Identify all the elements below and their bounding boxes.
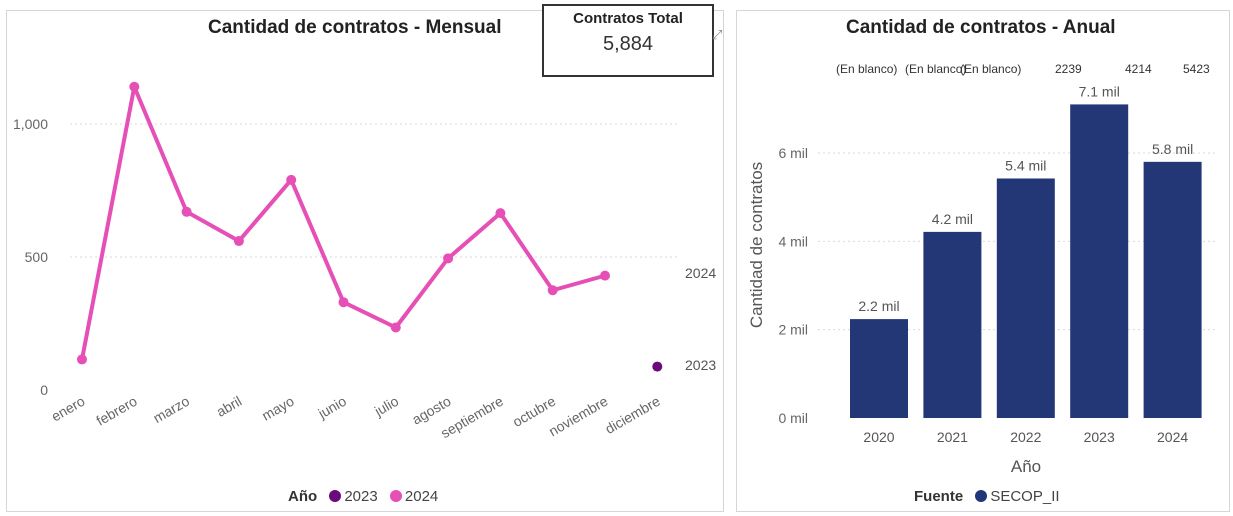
data-point-2024	[547, 285, 558, 296]
data-point-2024	[600, 270, 610, 281]
blank-label-6: 5423	[1183, 62, 1210, 76]
legend-title-year: Año	[288, 488, 318, 505]
x-tick-label: enero	[48, 393, 87, 425]
bar-2023	[1070, 104, 1129, 419]
data-point-2023	[652, 361, 663, 372]
legend-title-source: Fuente	[914, 488, 964, 505]
data-label: 5.4 mil	[1005, 157, 1046, 173]
x-tick-label: noviembre	[546, 393, 611, 440]
x-tick-label: abril	[213, 393, 244, 420]
data-point-2024	[338, 297, 349, 308]
data-point-2024	[286, 174, 297, 185]
legend-item-2023[interactable]: 2023	[344, 488, 378, 505]
y-tick-label: 0	[40, 382, 48, 398]
kpi-label: Contratos Total	[573, 10, 683, 27]
x-tick-label: mayo	[259, 393, 297, 424]
y-tick-label: 2 mil	[778, 322, 808, 338]
monthly-chart-panel	[6, 10, 724, 512]
kpi-value: 5,884	[602, 33, 654, 55]
blank-label-2: (En blanco)	[905, 62, 967, 76]
x-tick-label: 2020	[863, 429, 894, 445]
x-tick-label: junio	[315, 393, 350, 422]
y-tick-label: 6 mil	[778, 145, 808, 161]
x-tick-label: julio	[371, 393, 402, 420]
data-label: 5.8 mil	[1152, 141, 1193, 157]
x-axis-title: Año	[1011, 457, 1041, 476]
annual-chart-title: Cantidad de contratos - Anual	[846, 17, 1116, 38]
data-label: 7.1 mil	[1079, 83, 1120, 99]
x-tick-label: febrero	[93, 393, 140, 429]
x-tick-label: marzo	[150, 393, 192, 426]
bar-2024	[1143, 161, 1202, 419]
y-tick-label: 4 mil	[778, 233, 808, 249]
bar-2022	[996, 178, 1055, 418]
series-end-label-2024: 2024	[685, 265, 717, 281]
monthly-chart-title: Cantidad de contratos - Mensual	[208, 17, 502, 38]
legend-dot-2024-icon	[389, 490, 402, 502]
y-tick-label: 1,000	[13, 116, 48, 132]
data-point-2024	[390, 322, 401, 333]
blank-label-4: 2239	[1055, 62, 1082, 76]
data-label: 2.2 mil	[858, 298, 899, 314]
focus-mode-icon[interactable]: ⤢	[712, 28, 723, 43]
series-line-2024	[80, 84, 606, 360]
legend-item-2024[interactable]: 2024	[404, 488, 439, 505]
data-point-2024	[129, 81, 140, 92]
y-tick-label: 0 mil	[778, 410, 808, 426]
data-point-2024	[443, 253, 454, 264]
panel-gap	[724, 0, 736, 516]
data-point-2024	[495, 208, 506, 219]
data-point-2024	[181, 206, 192, 217]
data-label: 4.2 mil	[932, 211, 973, 227]
x-tick-label: 2023	[1084, 429, 1115, 445]
y-axis-title: Cantidad de contratos	[747, 162, 766, 328]
x-tick-label: 2024	[1157, 429, 1188, 445]
x-tick-label: diciembre	[602, 393, 663, 437]
annual-legend: Fuente SECOP_II	[914, 488, 1060, 505]
blank-label-3: (En blanco)	[960, 62, 1022, 76]
kpi-card-total[interactable]: Contratos Total 5,884	[542, 4, 714, 77]
bar-2020	[850, 319, 908, 418]
series-end-label-2023: 2023	[685, 357, 717, 373]
x-tick-label: 2022	[1010, 429, 1041, 445]
blank-label-1: (En blanco)	[836, 62, 898, 76]
blank-label-5: 4214	[1125, 62, 1152, 76]
legend-dot-2023-icon	[329, 490, 342, 502]
legend-item-secop[interactable]: SECOP_II	[990, 488, 1060, 505]
monthly-legend: Año 2023 2024	[288, 488, 438, 505]
data-point-2024	[233, 236, 244, 247]
y-tick-label: 500	[25, 249, 49, 265]
data-point-2024	[77, 354, 87, 365]
legend-dot-secop-icon	[975, 490, 988, 502]
x-tick-label: 2021	[937, 429, 968, 445]
bar-2021	[923, 231, 982, 418]
